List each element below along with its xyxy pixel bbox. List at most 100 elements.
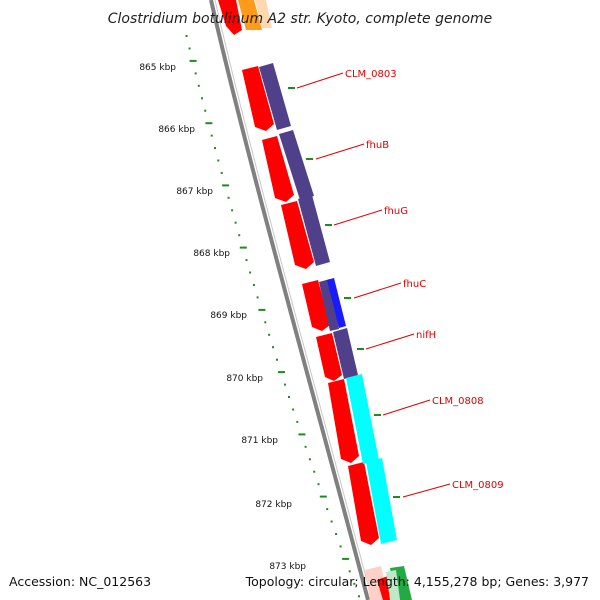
leader-line [333, 209, 383, 226]
tick-label: 865 kbp [139, 63, 176, 73]
kbp-minor-tick [185, 35, 188, 37]
tick-label: 869 kbp [210, 311, 247, 321]
gene-label-fhuc: fhuC [403, 279, 426, 290]
kbp-minor-tick [197, 84, 200, 87]
kbp-major-tick [239, 246, 247, 249]
leader-line [353, 282, 402, 299]
kbp-minor-tick [268, 333, 271, 336]
kbp-minor-tick [284, 383, 286, 386]
gene-label-clm-0808: CLM_0808 [432, 396, 484, 407]
kbp-minor-tick [353, 582, 356, 585]
cog-feature-cyan [346, 374, 379, 464]
tick-label: 868 kbp [193, 249, 230, 259]
cog-feature-lightgreen [386, 570, 400, 600]
tick-label: 866 kbp [158, 125, 195, 135]
cog-feature-blue [327, 278, 346, 328]
kbp-major-tick [319, 495, 327, 498]
kbp-minor-tick [217, 159, 220, 162]
inner-tick [393, 496, 400, 498]
kbp-major-tick [189, 59, 197, 62]
cog-feature-purple [333, 328, 358, 379]
kbp-minor-tick [272, 346, 274, 349]
kbp-minor-tick [296, 420, 299, 423]
tick-label: 870 kbp [226, 374, 263, 384]
kbp-minor-tick [256, 296, 259, 299]
tick-label: 872 kbp [255, 500, 292, 510]
leader-line [382, 399, 431, 416]
genome-backbone-shadow [214, 0, 373, 600]
kbp-major-tick [342, 557, 350, 560]
kbp-minor-tick [194, 72, 197, 75]
kbp-minor-tick [330, 520, 333, 523]
kbp-major-tick [278, 371, 285, 374]
kbp-minor-tick [220, 171, 223, 174]
gene-label-clm-0803: CLM_0803 [345, 69, 397, 80]
kbp-minor-tick [227, 196, 230, 199]
kbp-minor-tick [204, 109, 207, 112]
leader-line [365, 333, 415, 350]
cog-feature-cyan [366, 458, 397, 544]
leader-line [315, 143, 365, 160]
kbp-minor-tick [210, 134, 213, 137]
kbp-minor-tick [201, 97, 203, 100]
cds-feature [281, 201, 314, 269]
kbp-minor-tick [358, 595, 360, 598]
gene-label-fhug: fhuG [384, 206, 408, 217]
kbp-minor-tick [231, 209, 234, 212]
gene-label-nifh: nifH [416, 330, 436, 341]
kbp-minor-tick [348, 570, 351, 573]
top-partial-features [218, 0, 272, 35]
cog-feature-purple [298, 195, 330, 266]
genome-summary-text: Topology: circular; Length: 4,155,278 bp… [245, 574, 589, 589]
kbp-minor-tick [304, 445, 307, 448]
kbp-minor-tick [313, 470, 316, 473]
inner-tick [374, 414, 381, 416]
inner-tick [288, 87, 295, 89]
cog-feature-purple [279, 130, 314, 200]
cds-feature [262, 136, 294, 202]
cds-feature [316, 333, 342, 381]
cog-feature-purple [319, 279, 339, 331]
partial-cds-top [218, 0, 242, 35]
cds-track [242, 66, 394, 600]
partial-cog-top-peach [255, 0, 272, 28]
gene-label-fhub: fhuB [366, 140, 389, 151]
cds-feature [302, 280, 330, 331]
kbp-minor-tick [252, 284, 255, 286]
kbp-minor-tick [288, 396, 290, 398]
kbp-major-tick [298, 433, 306, 436]
inner-tick [325, 224, 332, 226]
kbp-major-tick [222, 184, 230, 187]
cds-feature [348, 462, 379, 545]
leader-line [296, 72, 344, 89]
map-title: Clostridium botulinum A2 str. Kyoto, com… [108, 11, 493, 27]
leader-line [402, 483, 451, 498]
label-leaders [296, 72, 451, 498]
cog-feature-purple [259, 63, 291, 130]
kbp-major-tick [205, 122, 213, 125]
cds-feature [328, 379, 359, 463]
kbp-minor-tick [292, 408, 295, 411]
tick-label: 867 kbp [176, 187, 213, 197]
partial-cog-top-orange [238, 0, 262, 30]
kbp-minor-tick [245, 259, 248, 262]
inner-tick [306, 158, 313, 160]
kbp-minor-tick [326, 508, 329, 511]
kbp-minor-tick [308, 458, 311, 461]
genome-backbone [209, 0, 370, 600]
gene-label-group: CLM_0803 fhuB fhuG fhuC nifH CLM_0808 CL… [345, 69, 504, 491]
gene-label-clm-0809: CLM_0809 [452, 480, 504, 491]
kbp-major-tick [258, 308, 266, 311]
kbp-minor-tick [214, 147, 216, 150]
cog-track [259, 63, 412, 600]
kbp-minor-tick [276, 358, 278, 361]
kbp-minor-tick [335, 533, 338, 535]
kbp-minor-tick [234, 221, 237, 224]
kbp-minor-tick [264, 321, 267, 324]
tick-label: 871 kbp [241, 436, 278, 446]
inner-tick [357, 348, 364, 350]
kbp-minor-tick [188, 47, 191, 50]
kbp-minor-tick [317, 483, 320, 486]
kbp-minor-tick [238, 234, 241, 237]
